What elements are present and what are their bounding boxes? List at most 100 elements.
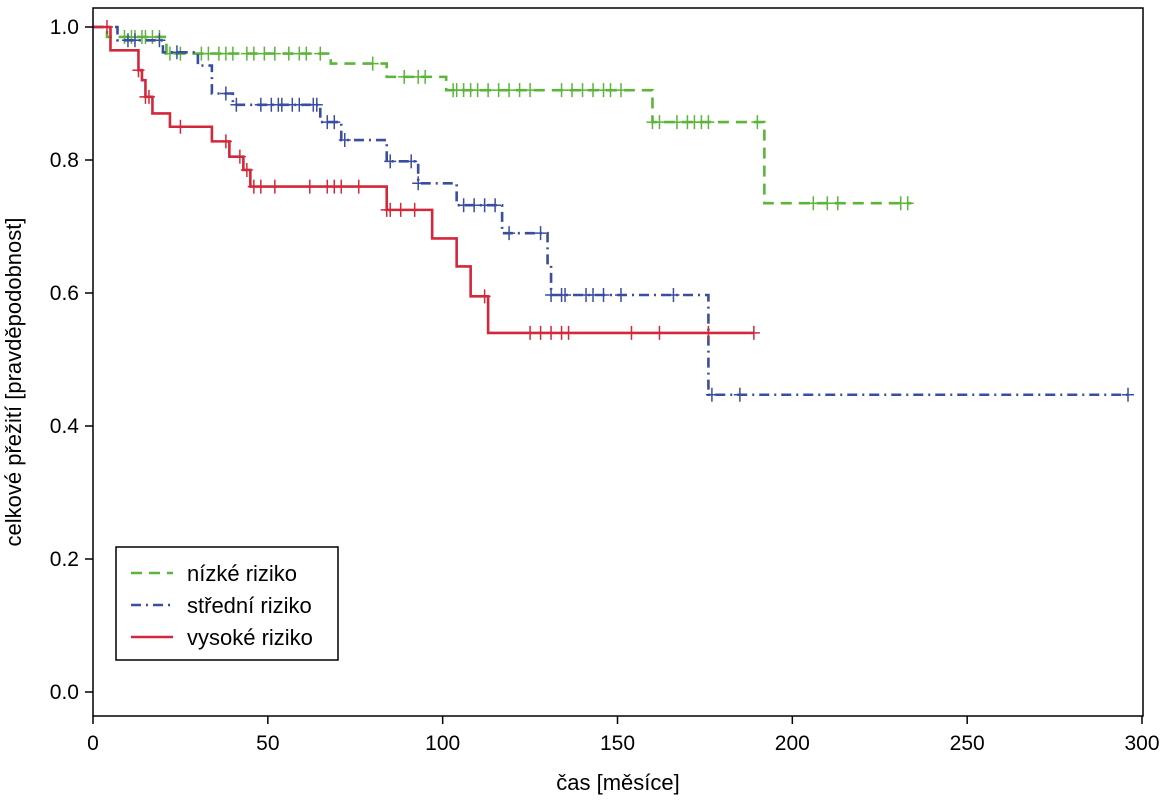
censor-mark <box>275 97 288 112</box>
y-axis-title: celkové přežití [pravděpodobnost] <box>1 218 26 547</box>
censor-mark <box>478 289 491 304</box>
censor-mark <box>398 69 411 84</box>
censor-mark <box>614 83 627 98</box>
censor-mark <box>394 202 407 217</box>
censor-mark <box>328 115 341 130</box>
censor-mark <box>562 325 575 340</box>
censor-mark <box>576 83 589 98</box>
legend-label: střední riziko <box>187 593 312 618</box>
censor-mark <box>384 154 397 169</box>
censor-mark <box>492 83 505 98</box>
legend-box <box>115 546 339 661</box>
censor-mark <box>653 325 666 340</box>
censor-mark <box>614 287 627 302</box>
censor-mark <box>268 179 281 194</box>
censor-mark <box>457 198 470 213</box>
censor-mark <box>625 325 638 340</box>
censor-mark <box>303 179 316 194</box>
censor-mark <box>513 83 526 98</box>
censor-mark <box>412 176 425 191</box>
censor-mark <box>384 202 397 217</box>
censor-mark <box>254 179 267 194</box>
censor-mark <box>534 226 547 241</box>
censor-mark <box>219 86 232 101</box>
x-tick-label: 300 <box>1124 732 1159 755</box>
x-tick-label: 250 <box>950 732 985 755</box>
series-1 <box>93 25 1135 402</box>
censor-mark <box>667 287 680 302</box>
survival-curve <box>93 25 1132 397</box>
censor-mark <box>247 46 260 61</box>
y-tick-label: 0.0 <box>50 681 79 704</box>
censor-mark <box>366 56 379 71</box>
censor-mark <box>807 196 820 211</box>
censor-mark <box>534 325 547 340</box>
series-0 <box>93 25 914 211</box>
censor-mark <box>170 45 183 60</box>
censor-mark <box>901 196 914 211</box>
censor-mark <box>604 83 617 98</box>
censor-mark <box>545 325 558 340</box>
survival-curve <box>93 25 754 335</box>
legend-label: vysoké riziko <box>187 625 313 650</box>
legend: nízké riziko střední riziko vysoké riziko <box>115 546 339 661</box>
censor-mark <box>219 134 232 149</box>
censor-mark <box>268 46 281 61</box>
censor-mark <box>153 33 166 48</box>
censor-mark <box>282 46 295 61</box>
x-tick-label: 50 <box>256 732 279 755</box>
censor-mark <box>314 46 327 61</box>
censor-mark <box>503 226 516 241</box>
censor-mark <box>408 202 421 217</box>
censor-mark <box>142 89 155 104</box>
censor-mark <box>524 83 537 98</box>
y-tick-label: 0.4 <box>50 415 80 438</box>
censor-mark <box>419 69 432 84</box>
censor-mark <box>545 287 558 302</box>
x-tick-label: 200 <box>775 732 810 755</box>
censor-mark <box>587 287 600 302</box>
censor-mark <box>478 198 491 213</box>
censor-mark <box>653 115 666 130</box>
censor-mark <box>310 97 323 112</box>
censor-mark <box>226 46 239 61</box>
censor-mark <box>733 387 746 402</box>
y-tick-label: 0.2 <box>50 548 79 571</box>
censor-mark <box>524 325 537 340</box>
censor-mark <box>471 83 484 98</box>
censor-mark <box>100 20 113 34</box>
censor-mark <box>202 46 215 61</box>
censor-mark <box>587 83 600 98</box>
censor-mark <box>405 154 418 169</box>
y-tick-label: 0.6 <box>50 282 79 305</box>
censor-mark <box>670 115 683 130</box>
censor-mark <box>233 149 246 164</box>
censor-mark <box>338 133 351 148</box>
x-tick-label: 100 <box>425 732 460 755</box>
x-axis-title: čas [měsíce] <box>556 770 679 795</box>
censor-mark <box>489 198 502 213</box>
censor-mark <box>468 198 481 213</box>
censor-mark <box>1122 387 1135 402</box>
series-2 <box>93 20 760 340</box>
censor-mark <box>132 63 145 78</box>
censor-mark <box>751 115 764 130</box>
censor-mark <box>597 287 610 302</box>
legend-label: nízké riziko <box>187 561 297 586</box>
censor-mark <box>335 179 348 194</box>
censor-mark <box>300 46 313 61</box>
censor-mark <box>702 115 715 130</box>
y-tick-label: 1.0 <box>50 16 79 39</box>
censor-mark <box>258 46 271 61</box>
y-axis: 0.0 0.2 0.4 0.6 0.8 1.0 <box>50 16 93 704</box>
censor-mark <box>566 83 579 98</box>
censor-mark <box>352 179 365 194</box>
censor-mark <box>163 46 176 61</box>
censor-mark <box>128 33 141 48</box>
censor-mark <box>293 97 306 112</box>
censor-mark <box>482 83 495 98</box>
censor-mark <box>230 97 243 112</box>
censor-mark <box>705 387 718 402</box>
